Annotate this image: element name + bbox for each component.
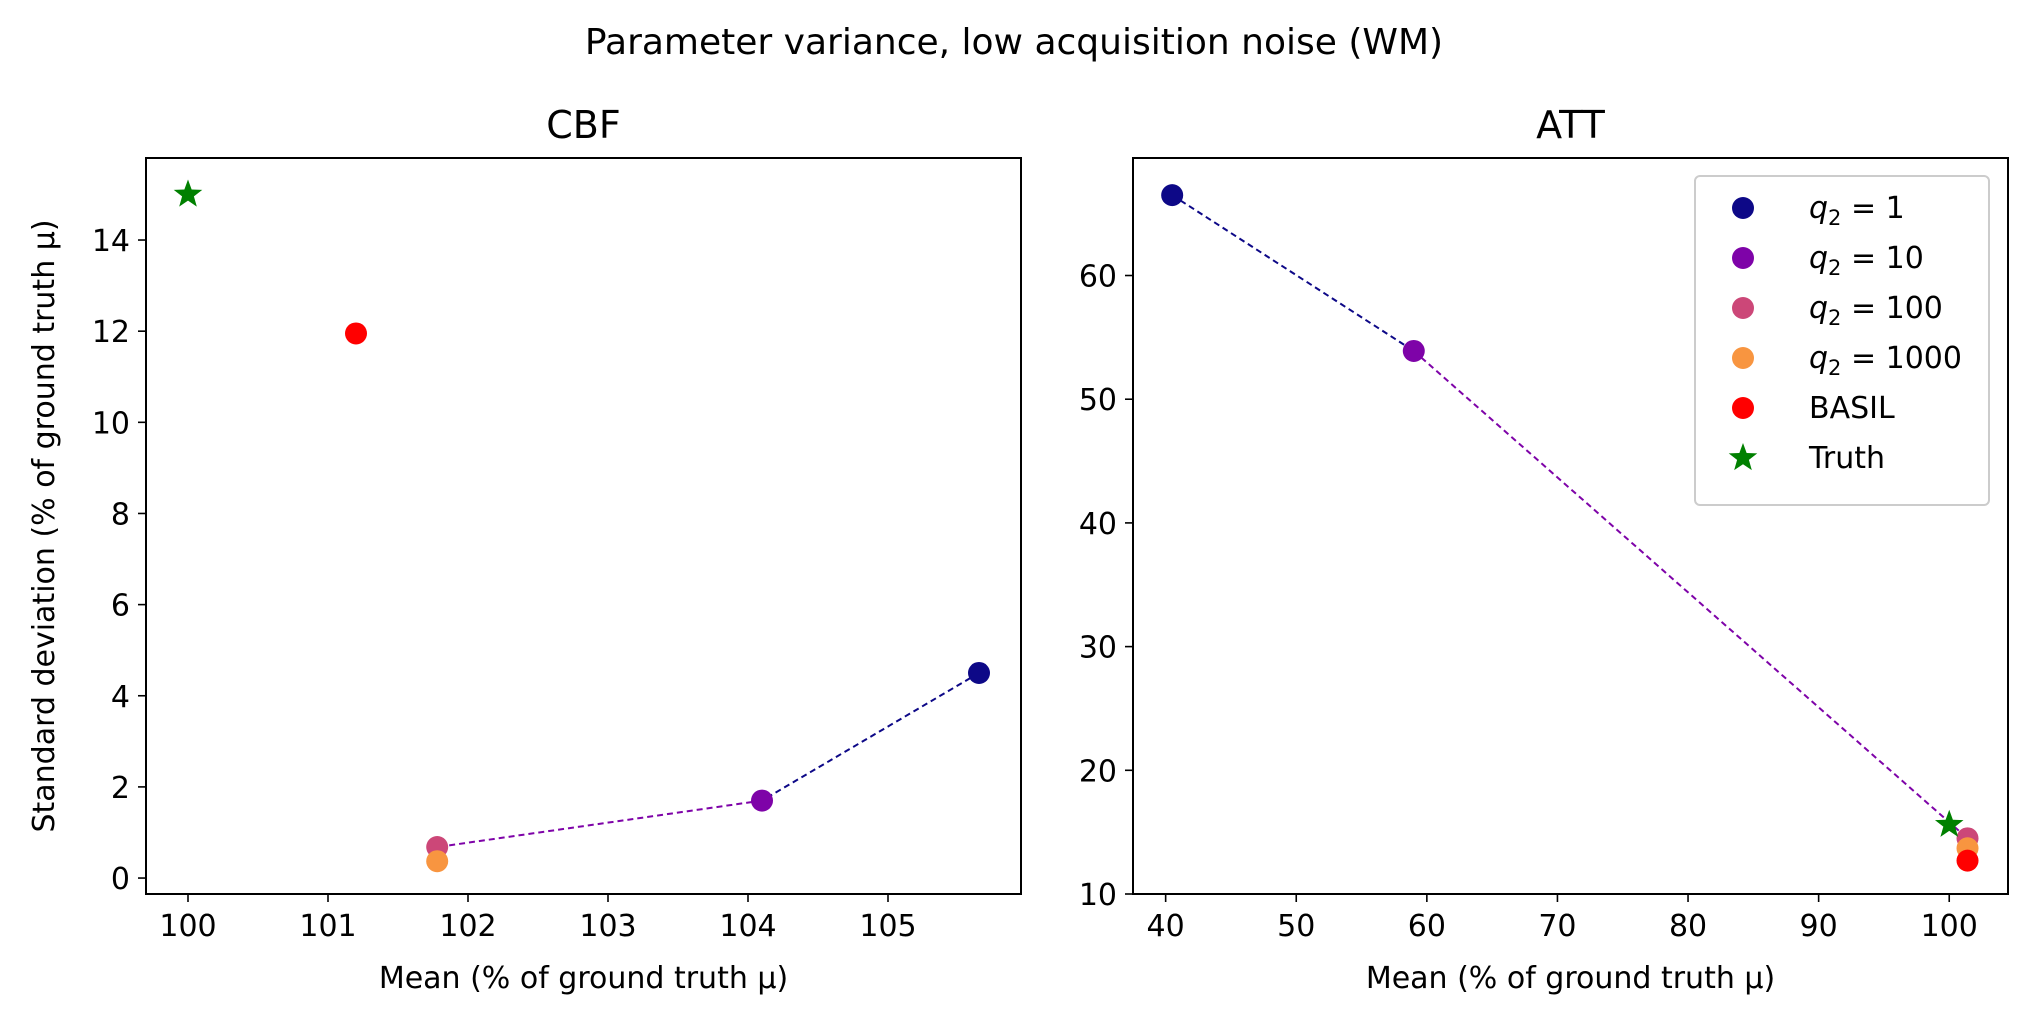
legend-label: q2 = 1000 bbox=[1809, 341, 1962, 380]
x-tick-label: 100 bbox=[1921, 909, 1978, 944]
x-tick-label: 80 bbox=[1669, 909, 1707, 944]
point-truth-star bbox=[173, 179, 203, 207]
legend-label: BASIL bbox=[1809, 391, 1895, 426]
legend-label-sub: 2 bbox=[1828, 356, 1841, 380]
legend-marker bbox=[1732, 297, 1754, 319]
legend-label: q2 = 10 bbox=[1809, 241, 1924, 280]
point-q-1 bbox=[1161, 184, 1184, 207]
x-axis-label: Mean (% of ground truth μ) bbox=[1366, 961, 1775, 996]
att-panel: ATT 40 50 60 70 80 90 100 10 20 30 40 50 60 Mean (% of… bbox=[1079, 103, 2009, 996]
x-tick-label: 60 bbox=[1408, 909, 1446, 944]
legend-label-sub: 2 bbox=[1828, 256, 1841, 280]
y-tick-label: 20 bbox=[1079, 754, 1117, 789]
connector-line bbox=[761, 672, 980, 802]
connector-line bbox=[437, 799, 763, 849]
y-tick-label: 4 bbox=[111, 680, 130, 715]
x-tick-label: 104 bbox=[719, 909, 776, 944]
point-q-1000 bbox=[426, 850, 449, 873]
y-tick-label: 60 bbox=[1079, 260, 1117, 295]
y-tick-label: 12 bbox=[92, 315, 130, 350]
y-tick-label: 0 bbox=[111, 862, 130, 897]
legend-label-base: q bbox=[1809, 341, 1828, 376]
point-basil bbox=[1956, 849, 1979, 872]
legend-label-base: q bbox=[1809, 241, 1828, 276]
x-tick-label: 103 bbox=[579, 909, 636, 944]
cbf-panel: CBF 100 101 102 103 104 105 0 2 4 6 8 10 12 14 Mean (% … bbox=[27, 103, 1022, 996]
x-tick-label: 105 bbox=[859, 909, 916, 944]
y-tick-label: 10 bbox=[92, 406, 130, 441]
point-q-10 bbox=[1402, 339, 1425, 362]
legend-label-base: BASIL bbox=[1809, 391, 1895, 426]
legend-label-rest: = 100 bbox=[1841, 291, 1942, 326]
panel-title: ATT bbox=[1536, 103, 1606, 147]
x-tick-label: 90 bbox=[1800, 909, 1838, 944]
y-tick-label: 40 bbox=[1079, 507, 1117, 542]
point-q-1 bbox=[968, 661, 990, 684]
y-tick-label: 8 bbox=[111, 497, 130, 532]
legend-label: q2 = 1 bbox=[1809, 191, 1905, 230]
legend-marker bbox=[1732, 197, 1754, 219]
legend-label-rest: = 1 bbox=[1841, 191, 1904, 226]
point-q-10 bbox=[751, 789, 773, 812]
legend-label-rest: = 1000 bbox=[1841, 341, 1962, 376]
legend-label-sub: 2 bbox=[1828, 306, 1841, 330]
x-axis-label: Mean (% of ground truth μ) bbox=[379, 961, 788, 996]
legend-label: Truth bbox=[1808, 441, 1885, 476]
axes-frame bbox=[1132, 157, 2009, 895]
legend-label-rest: = 10 bbox=[1841, 241, 1923, 276]
panel-title: CBF bbox=[546, 103, 620, 147]
legend-label-base: q bbox=[1809, 191, 1828, 226]
figure-suptitle: Parameter variance, low acquisition nois… bbox=[585, 22, 1443, 63]
x-tick-label: 102 bbox=[439, 909, 496, 944]
y-tick-label: 6 bbox=[111, 589, 130, 624]
legend-label: q2 = 100 bbox=[1809, 291, 1943, 330]
y-tick-label: 50 bbox=[1079, 383, 1117, 418]
y-tick-label: 14 bbox=[92, 224, 130, 259]
legend-label-base: Truth bbox=[1808, 441, 1885, 476]
x-tick-label: 40 bbox=[1147, 909, 1185, 944]
y-axis-label: Standard deviation (% of ground truth μ) bbox=[27, 219, 62, 832]
x-tick-label: 101 bbox=[299, 909, 356, 944]
legend-marker bbox=[1732, 247, 1754, 269]
y-tick-label: 2 bbox=[111, 771, 130, 806]
x-tick-label: 100 bbox=[159, 909, 216, 944]
connector-line bbox=[1413, 350, 1969, 840]
y-tick-label: 10 bbox=[1079, 878, 1117, 913]
connector-line bbox=[1171, 194, 1415, 352]
legend-label-base: q bbox=[1809, 291, 1828, 326]
legend-marker-star bbox=[1728, 443, 1758, 471]
y-tick-label: 30 bbox=[1079, 631, 1117, 666]
x-tick-label: 50 bbox=[1277, 909, 1315, 944]
x-tick-label: 70 bbox=[1538, 909, 1576, 944]
legend-marker bbox=[1732, 397, 1754, 419]
point-basil bbox=[345, 322, 367, 345]
legend-marker bbox=[1732, 347, 1754, 369]
legend-label-sub: 2 bbox=[1828, 206, 1841, 230]
legend-box bbox=[1694, 175, 1990, 506]
point-truth-star bbox=[1934, 809, 1964, 837]
axes-frame bbox=[145, 157, 1022, 895]
